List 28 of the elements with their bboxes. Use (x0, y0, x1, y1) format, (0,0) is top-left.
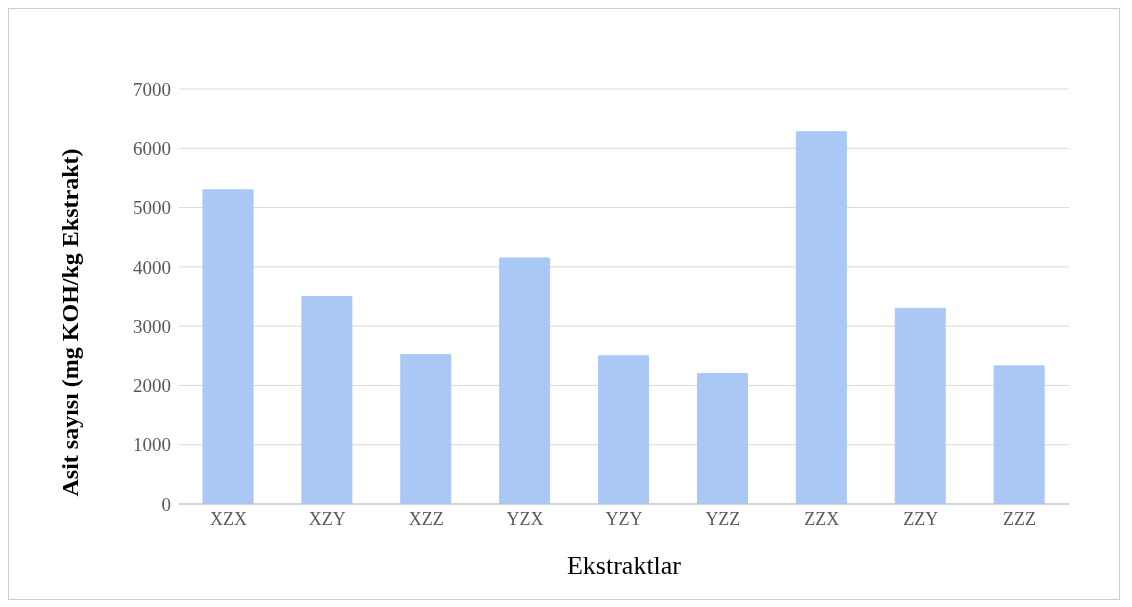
bar (795, 131, 847, 504)
y-tick-label: 6000 (133, 138, 171, 160)
x-tick-label: ZZZ (1003, 508, 1037, 529)
bar (301, 296, 353, 504)
bar (400, 354, 452, 504)
x-tick-label: XZY (308, 508, 346, 529)
y-tick-label: 2000 (133, 375, 171, 397)
y-tick-label: 1000 (133, 434, 171, 456)
y-tick-label: 0 (161, 493, 171, 515)
y-tick-label: 3000 (133, 315, 171, 337)
x-tick-label: YZY (605, 508, 643, 529)
bar (696, 373, 748, 504)
y-tick-label: 4000 (133, 256, 171, 278)
x-tick-label: YZX (506, 508, 544, 529)
x-tick-label: XZZ (408, 508, 444, 529)
x-tick-label: YZZ (705, 508, 741, 529)
y-tick-label: 7000 (133, 78, 171, 100)
bar (894, 307, 946, 504)
x-axis-title: Ekstraktlar (566, 551, 682, 580)
y-axis-title: Asit sayısı (mg KOH/kg Ekstrakt) (56, 148, 83, 497)
x-tick-label: ZZY (903, 508, 939, 529)
bar (499, 257, 551, 504)
y-tick-label: 5000 (133, 197, 171, 219)
x-tick-label: XZX (209, 508, 247, 529)
x-tick-label: ZZX (804, 508, 840, 529)
bar (993, 365, 1045, 504)
bar (202, 189, 254, 504)
bar (598, 355, 650, 504)
